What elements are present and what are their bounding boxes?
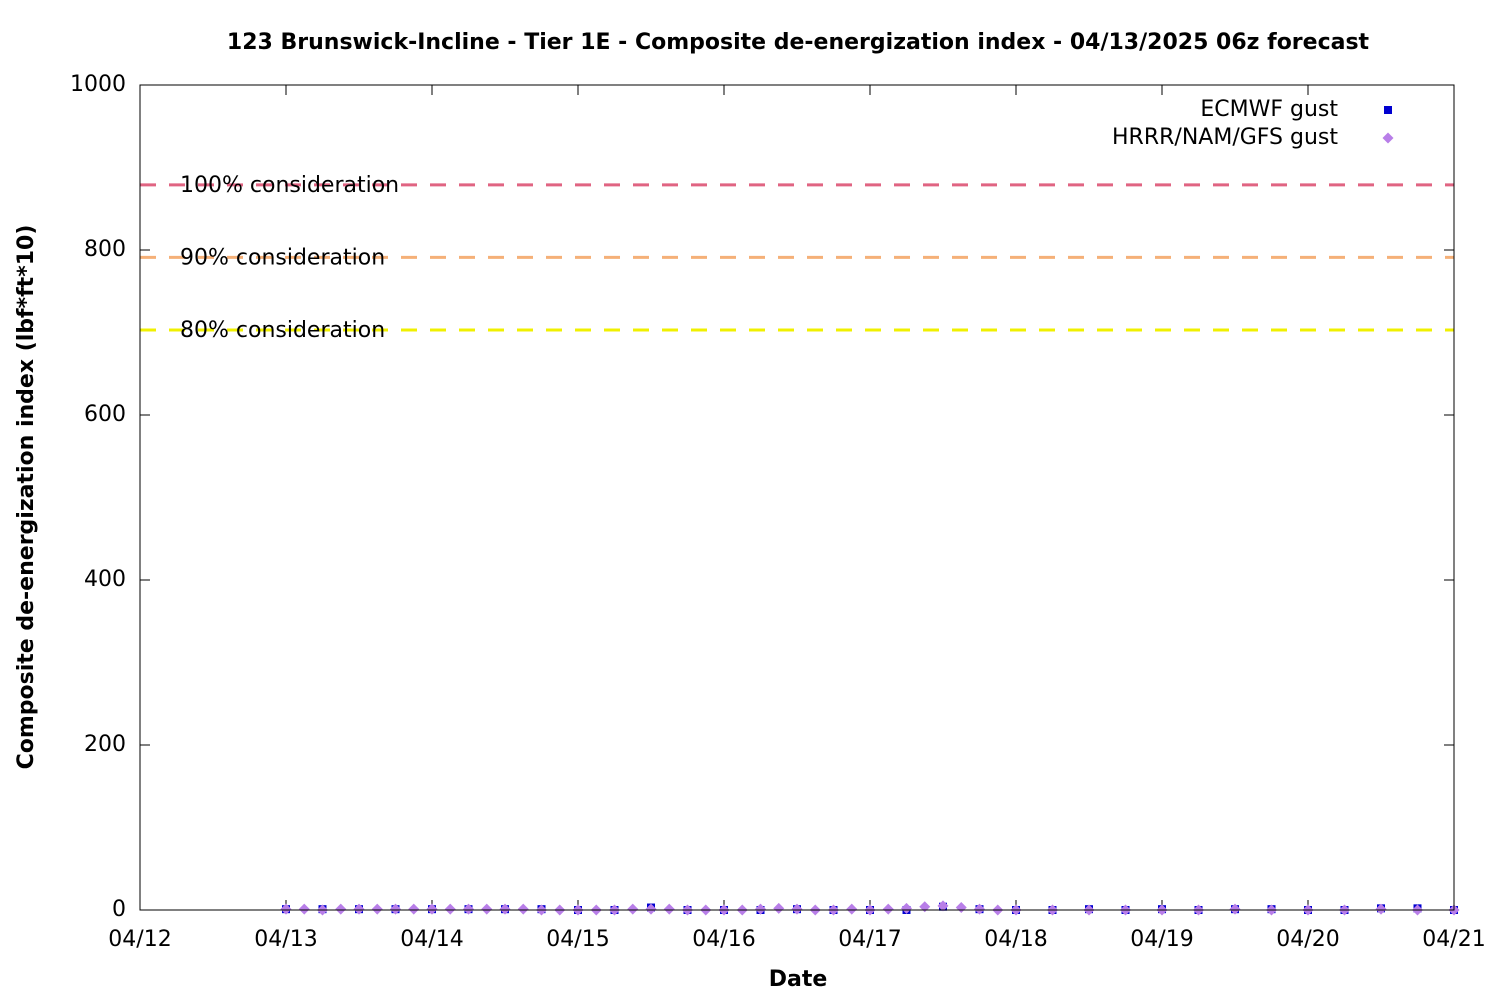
x-tick-label: 04/16 [692,927,755,952]
data-point [882,903,894,915]
y-tick-label: 800 [84,237,126,262]
data-point [390,903,401,915]
data-point [1229,903,1241,915]
data-point [444,903,456,915]
x-tick-label: 04/17 [838,927,901,952]
x-tick-label: 04/19 [1130,927,1193,952]
legend-marker [1384,106,1392,114]
data-point [481,903,493,915]
legend-label: HRRR/NAM/GFS gust [1112,125,1338,150]
data-point [755,903,766,915]
x-tick-label: 04/13 [254,927,317,952]
chart-title: 123 Brunswick-Incline - Tier 1E - Compos… [227,30,1370,55]
y-tick-label: 1000 [70,72,126,97]
data-point [937,900,949,912]
data-point [499,903,511,915]
data-point [1375,903,1387,915]
threshold-label: 80% consideration [180,318,385,343]
data-point [353,903,365,915]
data-point [846,903,858,915]
data-point [663,903,675,915]
y-axis-label: Composite de-energization index (lbf*ft*… [14,225,39,770]
data-point [517,903,529,915]
x-tick-label: 04/14 [400,927,463,952]
data-point [919,901,931,913]
data-point [426,903,438,915]
x-tick-label: 04/21 [1422,927,1485,952]
data-point [280,903,292,915]
legend-label: ECMWF gust [1200,97,1338,122]
x-axis-label: Date [769,967,828,992]
x-tick-label: 04/20 [1276,927,1339,952]
data-point [335,903,347,915]
y-tick-label: 400 [84,567,126,592]
legend-marker [1382,132,1394,144]
y-tick-label: 200 [84,732,126,757]
x-tick-label: 04/18 [984,927,1047,952]
x-tick-label: 04/15 [546,927,609,952]
threshold-label: 100% consideration [180,173,399,198]
plot-frame [139,84,1455,911]
data-point [298,903,310,915]
data-point [627,903,639,915]
data-point [645,903,657,915]
data-point [901,902,912,914]
data-point [773,902,785,914]
x-tick-label: 04/12 [108,927,171,952]
data-point [974,903,985,915]
y-tick-label: 600 [84,402,126,427]
data-point [791,903,803,915]
data-point [371,903,383,915]
y-tick-label: 0 [112,897,126,922]
threshold-label: 90% consideration [180,245,385,270]
data-point [408,903,420,915]
data-point [463,903,474,915]
